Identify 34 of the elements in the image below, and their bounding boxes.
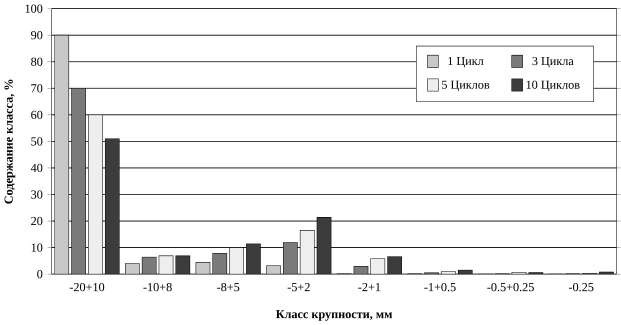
bar <box>266 266 281 274</box>
y-tick-label: 100 <box>26 4 42 13</box>
x-tick-label: -2+1 <box>358 282 380 291</box>
y-tick-label: 50 <box>31 137 42 146</box>
bar <box>125 263 140 274</box>
y-tick-label: 60 <box>31 110 42 119</box>
bar <box>246 243 261 274</box>
bar <box>316 216 332 274</box>
x-tick-label: -1+0.5 <box>424 282 456 292</box>
y-axis-title: Содержание класса, % <box>4 80 16 204</box>
y-tick-label: 20 <box>31 216 42 226</box>
x-tick-label: -0.25 <box>568 282 594 292</box>
bar <box>196 262 210 274</box>
y-tick-label: 30 <box>31 190 42 198</box>
x-axis-title: Класс крупности, мм <box>276 310 392 321</box>
y-tick-label: 40 <box>30 164 42 172</box>
x-tick-label: -8+5 <box>217 282 240 292</box>
bar <box>176 255 190 274</box>
y-tick-label: 80 <box>31 57 42 66</box>
legend-label: 1 Цикл <box>448 56 484 68</box>
x-tick-label: -0.5+0.25 <box>487 282 534 292</box>
legend-label: 10 Циклов <box>526 80 580 92</box>
x-tick-label: -10+8 <box>143 282 172 292</box>
bar <box>54 34 70 274</box>
bar <box>104 138 120 274</box>
y-tick-label: 90 <box>31 30 42 40</box>
x-tick-label: -20+10 <box>70 282 104 292</box>
y-tick-label: 0 <box>37 270 42 278</box>
legend-label: 5 Циклов <box>442 80 490 92</box>
x-tick-label: -5+2 <box>288 282 310 292</box>
bar <box>387 256 402 274</box>
legend-label: 3 Цикла <box>532 56 574 68</box>
y-tick-label: 10 <box>32 243 42 252</box>
y-tick-label: 70 <box>31 84 42 92</box>
